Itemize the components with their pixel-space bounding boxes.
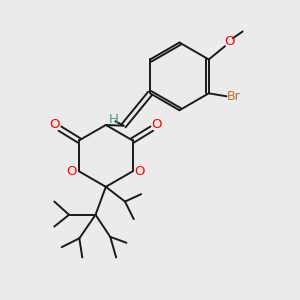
Text: O: O — [224, 35, 235, 48]
Text: O: O — [66, 165, 77, 178]
Text: Br: Br — [227, 90, 241, 103]
Text: O: O — [135, 165, 145, 178]
Text: H: H — [108, 113, 118, 126]
Text: O: O — [50, 118, 60, 131]
Text: O: O — [152, 118, 162, 131]
